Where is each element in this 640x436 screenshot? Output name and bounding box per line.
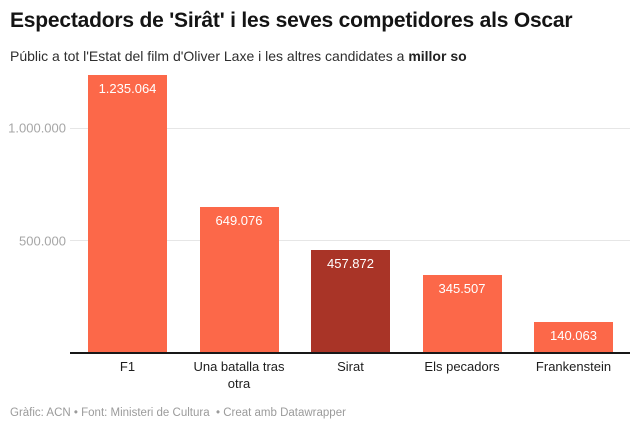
x-axis-labels: F1 Una batalla tras otra Sirat Els pecadors… xyxy=(78,359,630,395)
bar-value-label: 457.872 xyxy=(327,256,374,271)
gridline-500000 xyxy=(70,240,630,242)
bar-els-pecadors: 345.507 xyxy=(422,275,502,353)
gridline-1000000 xyxy=(70,127,630,129)
x-axis-label-sirat: Sirat xyxy=(337,359,364,374)
y-axis-tick-label: 1.000.000 xyxy=(8,120,66,136)
bar-value-label: 345.507 xyxy=(438,281,486,297)
bar-value-label: 1.235.064 xyxy=(98,81,157,97)
bar-f1: 1.235.064 xyxy=(88,75,167,353)
chart-subtitle-bold: millor so xyxy=(408,48,467,64)
y-axis-tick-label: 500.000 xyxy=(19,233,66,249)
chart-subtitle-text: Públic a tot l'Estat del film d'Oliver L… xyxy=(10,48,409,64)
x-axis-label-frankenstein: Frankenstein xyxy=(535,359,612,374)
bar-value-label: 649.076 xyxy=(215,212,263,228)
plot-area: 500.000 1.000.000 1.235.064 649.076 457.872 3… xyxy=(8,70,630,354)
x-axis-label-una-batalla-tras-otra: Una batalla tras otra xyxy=(193,359,285,391)
chart-subtitle: Públic a tot l'Estat del film d'Oliver L… xyxy=(10,48,630,64)
x-axis-label-f1: F1 xyxy=(119,359,136,374)
footer-credit: Gràfic: ACN • Font: Ministeri de Cultura… xyxy=(10,407,346,419)
x-axis-baseline xyxy=(70,352,630,354)
bar-frankenstein: 140.063 xyxy=(534,321,613,353)
bar-una-batalla-tras-otra: 649.076 xyxy=(199,206,279,353)
bar-sirat: 457.872 xyxy=(311,250,390,353)
x-axis-label-els-pecadors: Els pecadors xyxy=(424,359,500,374)
bar-value-label: 140.063 xyxy=(550,327,597,343)
chart-title: Espectadors de 'Sirât' i les seves compe… xyxy=(10,9,573,32)
